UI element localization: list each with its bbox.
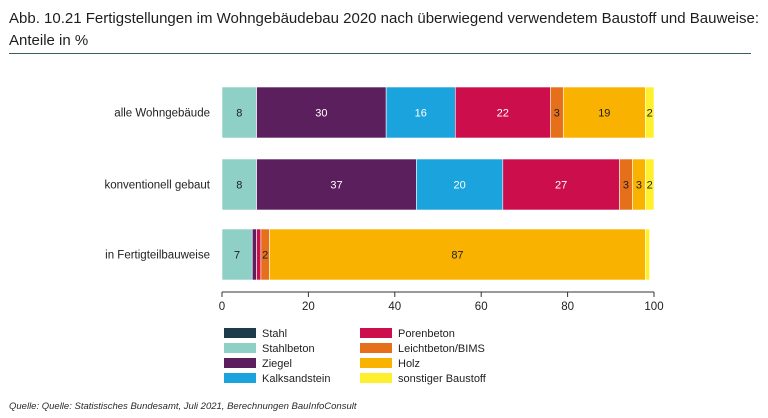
- category-label: alle Wohngebäude: [114, 108, 210, 120]
- source-note: Quelle: Quelle: Statistisches Bundesamt,…: [9, 401, 357, 412]
- legend-label: Ziegel: [262, 358, 292, 370]
- x-tick-label: 20: [302, 301, 315, 313]
- bar-segment: [562, 86, 646, 139]
- data-label: 2: [262, 250, 268, 262]
- x-tick-label: 100: [644, 301, 663, 313]
- category-label: in Fertigteilbauweise: [105, 250, 210, 262]
- data-label: 19: [598, 108, 610, 120]
- data-label: 8: [236, 180, 242, 192]
- legend-label: Leichtbeton/BIMS: [398, 343, 485, 355]
- data-label: 37: [330, 180, 342, 192]
- bar-segment: [454, 86, 551, 139]
- data-label: 8: [236, 108, 242, 120]
- bar-segment: [269, 228, 646, 281]
- data-label: 20: [453, 180, 465, 192]
- bar-segment: [502, 158, 620, 211]
- legend-swatch: [360, 358, 392, 368]
- data-label: 7: [234, 250, 240, 262]
- data-label: 16: [415, 108, 427, 120]
- data-label: 3: [554, 108, 560, 120]
- data-label: 2: [647, 108, 653, 120]
- data-label: 3: [636, 180, 642, 192]
- bar-segment: [645, 228, 650, 281]
- bar-segment: [251, 228, 257, 281]
- title-divider: [9, 53, 751, 54]
- legend-swatch: [360, 328, 392, 338]
- bar-segment: [416, 158, 504, 211]
- legend-swatch: [224, 343, 256, 353]
- x-tick-label: 0: [219, 301, 225, 313]
- x-tick-label: 80: [561, 301, 574, 313]
- legend-label: Kalksandstein: [262, 373, 331, 385]
- legend-label: Holz: [398, 358, 420, 370]
- legend-label: Porenbeton: [398, 328, 455, 340]
- data-label: 3: [623, 180, 629, 192]
- bar-segment: [221, 86, 257, 139]
- bar-segment: [221, 228, 253, 281]
- data-label: 22: [497, 108, 509, 120]
- legend-label: sonstiger Baustoff: [398, 373, 487, 385]
- x-tick-label: 40: [388, 301, 401, 313]
- legend-swatch: [360, 343, 392, 353]
- bar-segment: [385, 86, 456, 139]
- data-label: 27: [555, 180, 567, 192]
- legend-label: Stahl: [262, 328, 287, 340]
- x-tick-label: 60: [475, 301, 488, 313]
- data-label: 87: [451, 250, 463, 262]
- legend-label: Stahlbeton: [262, 343, 315, 355]
- bar-segment: [645, 158, 655, 211]
- legend-swatch: [224, 358, 256, 368]
- data-label: 30: [315, 108, 327, 120]
- legend-swatch: [224, 328, 256, 338]
- legend-swatch: [360, 373, 392, 383]
- legend-swatch: [224, 373, 256, 383]
- data-label: 2: [647, 180, 653, 192]
- bar-segment: [645, 86, 655, 139]
- chart-title: Abb. 10.21 Fertigstellungen im Wohngebäu…: [9, 10, 759, 49]
- category-label: konventionell gebaut: [105, 180, 211, 192]
- bar-segment: [256, 228, 262, 281]
- bar-segment: [256, 86, 387, 139]
